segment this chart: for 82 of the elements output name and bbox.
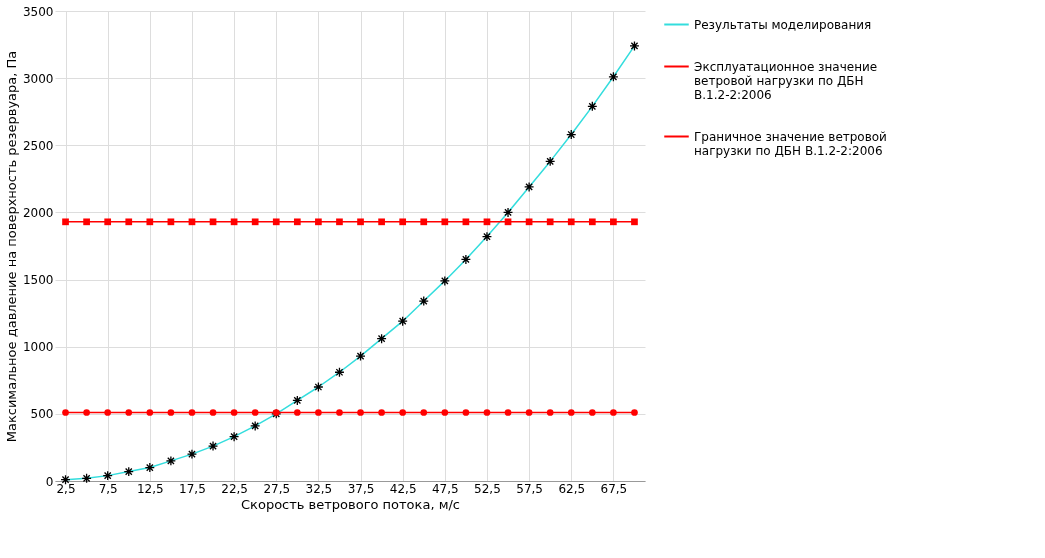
y-tick-label: 3000	[22, 71, 54, 86]
x-tick-label: 27,5	[263, 481, 291, 496]
y-tick-label: 3500	[22, 4, 54, 19]
point	[631, 218, 638, 226]
point	[167, 409, 175, 416]
point	[504, 409, 512, 416]
point	[293, 218, 301, 226]
point	[209, 218, 217, 226]
point	[420, 409, 428, 416]
point	[251, 218, 259, 226]
y-tick-label: 1000	[22, 340, 54, 355]
point	[441, 218, 449, 226]
legend-label: Эксплуатационное значение ветровой нагрузки по ДБН В.1.2-2:2006	[694, 59, 878, 102]
point	[588, 409, 596, 416]
point	[546, 409, 554, 416]
y-tick-label: 1500	[22, 273, 54, 288]
point	[462, 409, 470, 416]
point	[610, 409, 617, 416]
point	[62, 409, 69, 416]
x-tick-label: 22,5	[221, 481, 248, 496]
point	[83, 409, 90, 416]
point	[378, 218, 385, 226]
x-tick-label: 12,5	[136, 481, 164, 496]
point	[146, 409, 154, 416]
point	[167, 218, 175, 226]
y-tick-label: 2500	[22, 138, 54, 153]
legend-label: Результаты моделирования	[694, 17, 872, 32]
point	[188, 218, 196, 226]
point	[230, 409, 238, 416]
point	[125, 409, 133, 416]
point	[483, 218, 491, 226]
point	[504, 218, 512, 226]
point	[399, 218, 407, 226]
point	[610, 218, 617, 226]
point	[315, 409, 322, 416]
point	[336, 409, 343, 416]
point	[104, 409, 112, 416]
x-tick-label: 62,5	[558, 481, 586, 496]
point	[336, 218, 343, 226]
x-tick-label: 57,5	[516, 481, 543, 496]
x-tick-label: 37,5	[347, 481, 375, 496]
point	[525, 218, 533, 226]
point	[315, 218, 322, 226]
point	[251, 409, 259, 416]
x-tick-label: 2,5	[56, 481, 76, 496]
x-tick-label: 7,5	[98, 481, 118, 496]
point	[567, 218, 575, 226]
point	[631, 409, 638, 416]
point	[188, 409, 196, 416]
point	[399, 409, 407, 416]
x-tick-label: 52,5	[474, 481, 501, 496]
y-axis-title: Максимальное давление на поверхность резервуара, Па	[3, 50, 19, 443]
point	[588, 218, 596, 226]
point	[483, 409, 491, 416]
point	[462, 218, 470, 226]
x-tick-label: 67,5	[600, 481, 628, 496]
point	[441, 409, 449, 416]
legend-label: Граничное значение ветровой нагрузки по ДБН В.1.2-2:2006	[694, 129, 887, 158]
x-tick-label: 42,5	[389, 481, 417, 496]
x-tick-label: 17,5	[179, 481, 206, 496]
x-tick-label: 32,5	[305, 481, 333, 496]
point	[567, 409, 575, 416]
x-axis-title: Скорость ветрового потока, м/с	[241, 496, 460, 512]
point	[525, 409, 533, 416]
point	[272, 218, 280, 226]
y-tick-label: 0	[45, 474, 54, 489]
y-tick-label: 2000	[22, 205, 54, 220]
point	[546, 218, 554, 226]
point	[209, 409, 217, 416]
point	[378, 409, 385, 416]
point	[62, 218, 69, 226]
y-tick-label: 500	[30, 407, 54, 422]
point	[125, 218, 133, 226]
point	[83, 218, 90, 226]
x-tick-label: 47,5	[431, 481, 459, 496]
point	[146, 218, 154, 226]
point	[357, 218, 364, 226]
point	[104, 218, 112, 226]
point	[293, 409, 301, 416]
point	[420, 218, 428, 226]
point	[357, 409, 364, 416]
point	[230, 218, 238, 226]
